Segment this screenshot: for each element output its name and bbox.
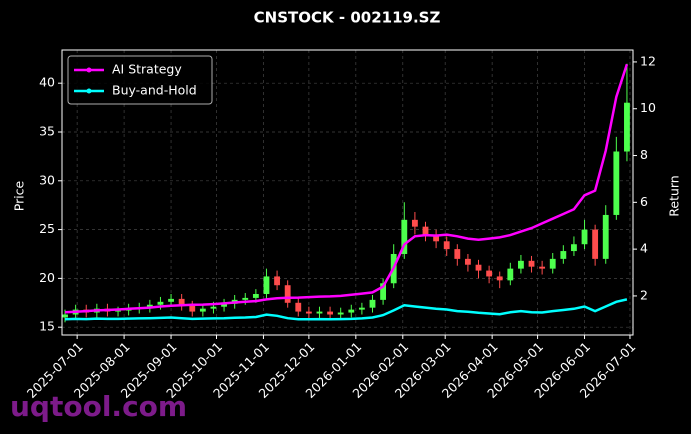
y2-axis-label: Return [667,175,682,216]
candle-body [581,229,588,245]
y-tick-label: 40 [39,75,55,90]
chart-title: CNSTOCK - 002119.SZ [254,9,441,27]
candle-body [433,234,440,242]
candle-body [348,309,355,313]
y-tick-label: 15 [39,319,55,334]
candle-body [624,102,630,152]
candle-body [486,270,493,277]
watermark: uqtool.com [10,390,187,423]
candle-body [613,151,620,215]
candle-body [539,266,546,269]
candle-body [263,276,270,295]
candle-body [146,304,153,308]
candle-body [518,260,524,269]
candle-body [115,310,121,312]
candle-body [358,307,365,310]
candle-body [284,285,291,303]
candle-body [295,302,302,312]
candle-body [252,294,259,298]
candle-body [560,251,567,259]
candle-body [475,264,482,271]
candle-body [380,283,387,300]
candle-body [189,305,196,312]
candle-body [549,258,556,269]
candle-body [454,249,461,259]
legend-marker [86,88,92,94]
y-tick-label: 30 [39,172,55,187]
y2-tick-label: 8 [640,147,648,162]
candle-body [369,299,376,308]
candle-body [327,311,333,315]
candle-body [464,258,471,265]
candle-body [507,268,514,281]
candle-body [602,214,609,259]
legend-label: Buy-and-Hold [112,83,197,98]
series-line [64,298,628,321]
candle-body [157,301,164,305]
candle-body [274,276,280,286]
candle-body [592,229,599,259]
candle-body [528,260,535,267]
y2-tick-label: 2 [640,287,648,302]
candle-body [178,298,185,306]
candle-body [316,311,323,314]
candle-body [496,276,503,281]
candle-body [199,308,206,312]
candle-body [422,226,429,235]
candle-body [305,311,312,314]
candle-body [168,298,174,302]
legend-marker [86,67,92,73]
candle-body [411,219,418,227]
candle-body [210,306,217,309]
candle-body [401,219,408,254]
y-tick-label: 25 [39,221,55,236]
candle-body [443,241,450,250]
y2-tick-label: 6 [640,194,648,209]
y-tick-label: 20 [39,270,55,285]
candle-body [221,303,227,307]
plot-frame [61,49,634,336]
candle-body [571,244,577,252]
y2-tick-label: 4 [640,241,648,256]
series-line [64,63,629,314]
candle-body [337,312,344,315]
y2-tick-label: 10 [640,100,656,115]
y-tick-label: 35 [39,123,55,138]
candle-body [242,297,249,300]
y2-tick-label: 12 [640,53,656,68]
y-axis-label: Price [12,180,27,211]
legend-label: AI Strategy [112,62,182,77]
candle-body [62,314,68,318]
